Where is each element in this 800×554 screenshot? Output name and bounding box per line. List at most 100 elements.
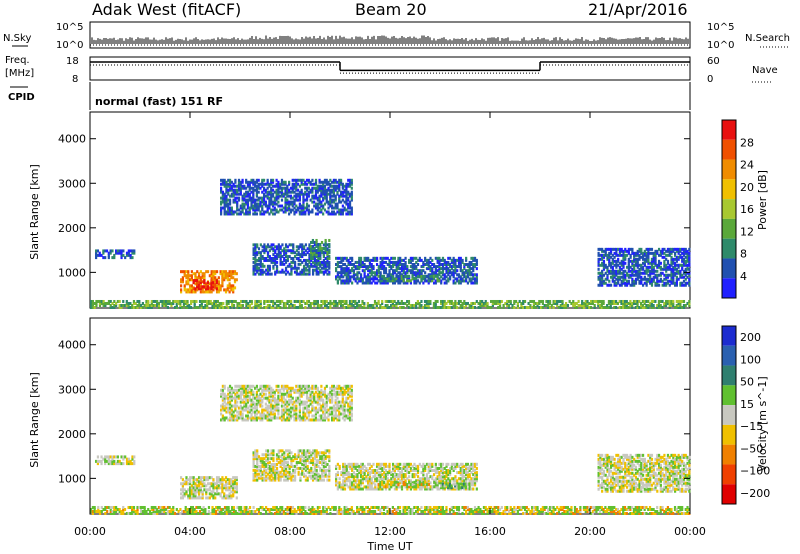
scatter-cell: [245, 190, 248, 194]
scatter-cell: [254, 470, 257, 474]
scatter-cell: [345, 194, 348, 198]
scatter-cell: [172, 301, 175, 305]
scatter-cell: [347, 464, 350, 468]
scatter-cell: [342, 262, 345, 266]
scatter-cell: [317, 270, 320, 274]
scatter-cell: [656, 277, 659, 281]
scatter-cell: [665, 257, 668, 261]
scatter-cell: [235, 488, 238, 492]
scatter-cell: [313, 468, 316, 472]
scatter-cell: [208, 282, 211, 286]
scatter-cell: [310, 254, 313, 258]
scatter-cell: [601, 275, 604, 279]
scatter-cell: [348, 184, 352, 188]
scatter-cell: [302, 461, 306, 465]
scatter-cell: [308, 449, 311, 453]
scatter-cell: [354, 279, 357, 283]
power-ylabel: Slant Range [km]: [28, 164, 41, 260]
scatter-cell: [315, 301, 318, 305]
scatter-cell: [363, 273, 366, 277]
scatter-cell: [257, 247, 261, 251]
scatter-cell: [661, 271, 664, 275]
scatter-cell: [624, 249, 627, 253]
scatter-cell: [429, 279, 432, 283]
scatter-cell: [295, 245, 298, 249]
scatter-cell: [611, 299, 614, 303]
scatter-cell: [686, 255, 689, 259]
scatter-cell: [659, 253, 662, 257]
scatter-cell: [286, 476, 289, 480]
scatter-cell: [188, 306, 191, 309]
scatter-cell: [308, 455, 311, 459]
scatter-cell: [415, 303, 418, 307]
scatter-cell: [654, 249, 657, 253]
scatter-cell: [192, 287, 195, 291]
scatter-cell: [289, 196, 293, 200]
scatter-cell: [447, 262, 450, 266]
scatter-cell: [206, 290, 210, 294]
scatter-cell: [347, 212, 350, 216]
scatter-cell: [634, 281, 638, 285]
scatter-cell: [190, 278, 193, 282]
scatter-cell: [311, 182, 314, 186]
scatter-cell: [295, 266, 298, 270]
scatter-cell: [301, 260, 304, 264]
cpid-panel: CPID normal (fast) 151 RF: [8, 82, 691, 110]
scatter-cell: [221, 206, 224, 210]
scatter-cell: [673, 263, 677, 267]
scatter-cell: [197, 492, 201, 496]
scatter-cell: [297, 253, 300, 257]
scatter-cell: [400, 299, 403, 303]
scatter-cell: [370, 271, 373, 275]
scatter-cell: [246, 194, 250, 198]
scatter-cell: [641, 255, 645, 259]
scatter-cell: [367, 277, 370, 281]
scatter-cell: [647, 251, 650, 255]
scatter-cell: [310, 461, 313, 465]
scatter-cell: [132, 306, 136, 309]
scatter-cell: [625, 253, 629, 257]
scatter-cell: [438, 271, 441, 275]
scatter-cell: [457, 275, 461, 279]
scatter-cell: [322, 255, 325, 259]
scatter-cell: [317, 266, 320, 270]
scatter-cell: [336, 260, 339, 264]
scatter-cell: [351, 464, 354, 468]
scatter-cell: [225, 180, 228, 184]
scatter-cell: [221, 282, 224, 286]
scatter-cell: [347, 477, 350, 481]
scatter-cell: [241, 178, 244, 182]
scatter-cell: [441, 269, 445, 273]
scatter-cell: [308, 260, 311, 264]
scatter-cell: [622, 301, 625, 305]
scatter-cell: [615, 259, 618, 263]
scatter-cell: [650, 299, 653, 303]
scatter-cell: [326, 474, 329, 478]
scatter-cell: [270, 457, 273, 461]
scatter-cell: [339, 182, 343, 186]
scatter-cell: [606, 265, 609, 269]
scatter-cell: [390, 265, 393, 269]
scatter-cell: [425, 258, 429, 262]
scatter-cell: [431, 273, 434, 277]
scatter-cell: [277, 251, 280, 255]
scatter-cell: [241, 186, 244, 190]
scatter-cell: [347, 258, 350, 262]
scatter-cell: [324, 262, 327, 266]
scatter-cell: [245, 306, 248, 309]
scatter-cell: [304, 260, 307, 264]
scatter-cell: [497, 299, 500, 303]
scatter-cell: [281, 270, 284, 274]
scatter-cell: [329, 204, 332, 208]
scatter-cell: [407, 306, 411, 309]
scatter-cell: [615, 273, 618, 277]
scatter-cell: [197, 490, 201, 494]
scatter-cell: [310, 470, 313, 474]
scatter-cell: [224, 494, 228, 498]
scatter-cell: [565, 301, 568, 305]
scatter-cell: [643, 301, 646, 305]
scatter-cell: [281, 262, 284, 266]
scatter-cell: [326, 255, 329, 259]
scatter-cell: [434, 267, 437, 271]
